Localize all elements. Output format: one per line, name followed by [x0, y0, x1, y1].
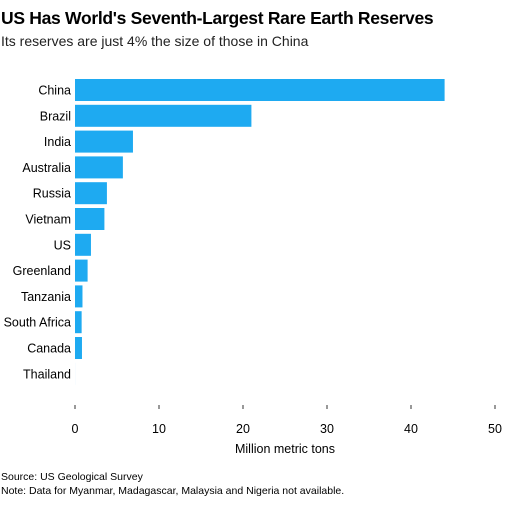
category-label: Thailand [23, 367, 71, 381]
bar [75, 259, 88, 282]
bar [75, 285, 83, 308]
footnote: Note: Data for Myanmar, Madagascar, Mala… [1, 485, 345, 497]
category-label: US [54, 238, 71, 252]
category-label: Australia [22, 161, 71, 175]
source-note: Source: US Geological Survey [1, 471, 143, 483]
x-axis-label: Million metric tons [235, 442, 335, 456]
bar [75, 233, 91, 256]
bar [75, 337, 82, 359]
category-label: Canada [27, 342, 71, 356]
category-label: Greenland [13, 264, 71, 278]
bar [75, 104, 252, 127]
bar [75, 156, 123, 179]
category-label: Russia [33, 187, 71, 201]
category-label: South Africa [4, 316, 71, 330]
category-label: China [38, 84, 71, 98]
x-tick-label: 20 [236, 422, 250, 436]
bar [75, 311, 82, 334]
x-tick-label: 30 [320, 422, 334, 436]
bar-chart: China Brazil India Australia Russia Vietnam US… [4, 79, 502, 456]
x-tick-label: 0 [72, 422, 79, 436]
category-label: Brazil [40, 109, 71, 123]
x-tick-label: 10 [152, 422, 166, 436]
bar [75, 208, 105, 230]
chart-title: US Has World's Seventh-Largest Rare Eart… [1, 8, 434, 28]
category-label: Vietnam [25, 213, 71, 227]
category-label: India [44, 135, 71, 149]
chart-subtitle: Its reserves are just 4% the size of tho… [1, 33, 309, 49]
bar [75, 79, 445, 101]
x-tick-label: 40 [404, 422, 418, 436]
bar [75, 130, 133, 153]
x-tick-label: 50 [488, 422, 502, 436]
category-label: Tanzania [21, 290, 71, 304]
bar [75, 182, 107, 205]
